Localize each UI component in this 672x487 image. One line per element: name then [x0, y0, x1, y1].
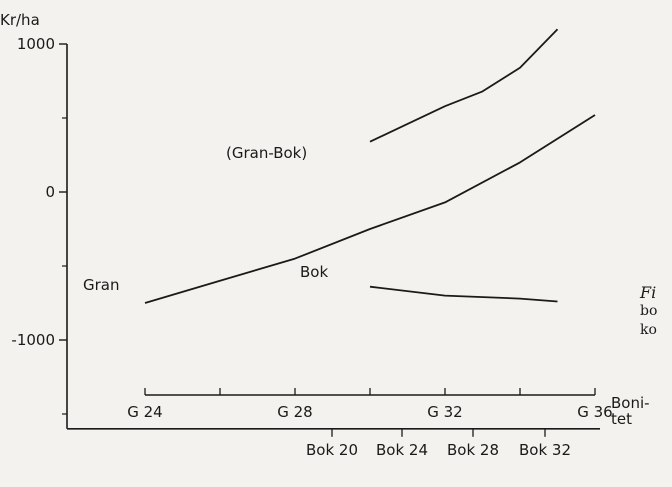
series-labels: Gran (Gran-Bok) Bok	[83, 144, 328, 294]
caption-line-3: ko	[640, 322, 657, 338]
axes	[66, 44, 600, 430]
figure-caption: Fi bo ko	[640, 283, 657, 340]
y-axis-label: Kr/ha	[0, 11, 40, 29]
axis-ticks: 1000 0 -1000 G 24 G 28 G 32 G 36 Bok 20 Bok 24 Bo…	[11, 35, 612, 459]
series-label-gran: Gran	[83, 276, 120, 294]
x-tick-label-bok: Bok 24	[376, 441, 428, 459]
x-tick-label-bok: Bok 20	[306, 441, 358, 459]
x-tick-label-bok: Bok 28	[447, 441, 499, 459]
y-tick-label: 0	[45, 183, 55, 201]
caption-line-1: Fi	[640, 283, 657, 302]
series-label-bok: Bok	[300, 263, 328, 281]
x-axis-label-line-2: tet	[611, 410, 632, 428]
series-line-bok	[369, 285, 558, 303]
x-tick-label-gran: G 32	[427, 403, 462, 421]
series-label--gran-bok-: (Gran-Bok)	[226, 144, 307, 162]
x-tick-label-bok: Bok 32	[519, 441, 571, 459]
series-lines	[144, 28, 596, 304]
y-tick-label: 1000	[17, 35, 55, 53]
x-tick-label-gran: G 28	[277, 403, 312, 421]
caption-line-2: bo	[640, 303, 658, 319]
series-line--gran-bok-	[369, 28, 559, 143]
x-tick-label-gran: G 36	[577, 403, 612, 421]
y-tick-label: -1000	[11, 331, 55, 349]
x-tick-label-gran: G 24	[127, 403, 162, 421]
x-axis-label-line-1: Boni-	[611, 394, 650, 412]
series-line-gran	[144, 114, 596, 304]
